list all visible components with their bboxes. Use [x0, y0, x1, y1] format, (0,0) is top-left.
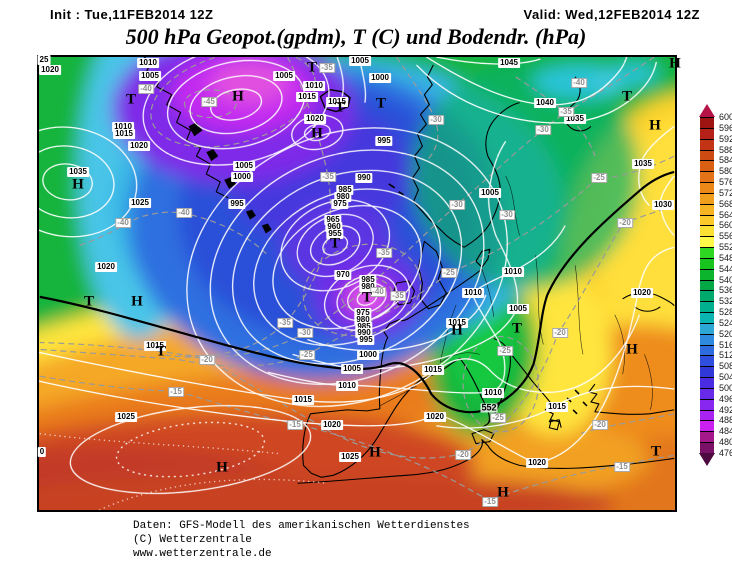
colorbar-tick-label: 560 [719, 220, 732, 230]
colorbar-tick-label: 528 [719, 307, 732, 317]
colorbar-tick-label: 508 [719, 361, 732, 371]
colorbar-tick-label: 484 [719, 426, 732, 436]
colorbar-tick-label: 488 [719, 415, 732, 425]
colorbar-tick-label: 544 [719, 264, 732, 274]
colorbar-tick-label: 600 [719, 112, 732, 122]
colorbar-tick-label: 548 [719, 253, 732, 263]
colorbar-tick-label: 580 [719, 166, 732, 176]
colorbar-tick-label: 572 [719, 188, 732, 198]
init-time-label: Init : Tue,11FEB2014 12Z [50, 7, 213, 22]
colorbar-arrow-up [699, 104, 715, 117]
colorbar-tick-label: 584 [719, 155, 732, 165]
colorbar-tick-label: 524 [719, 318, 732, 328]
colorbar-tick-label: 540 [719, 275, 732, 285]
colorbar-arrow-down [699, 453, 715, 466]
colorbar-tick-label: 596 [719, 123, 732, 133]
colorbar-tick-label: 592 [719, 134, 732, 144]
footer-source: Daten: GFS-Modell des amerikanischen Wet… [133, 519, 470, 533]
colorbar-tick-label: 500 [719, 383, 732, 393]
colorbar-tick-label: 512 [719, 350, 732, 360]
colorbar-tick-label: 504 [719, 372, 732, 382]
colorbar-tick-label: 516 [719, 340, 732, 350]
colorbar-tick-label: 476 [719, 448, 732, 458]
valid-time-label: Valid: Wed,12FEB2014 12Z [524, 7, 701, 22]
colorbar-tick-label: 588 [719, 145, 732, 155]
colorbar-tick-label: 576 [719, 177, 732, 187]
colorbar-tick-label: 496 [719, 394, 732, 404]
weather-map [37, 55, 677, 512]
footer: Daten: GFS-Modell des amerikanischen Wet… [133, 519, 470, 561]
colorbar-tick-label: 532 [719, 296, 732, 306]
colorbar-tick-label: 568 [719, 199, 732, 209]
colorbar-tick-label: 536 [719, 285, 732, 295]
weather-chart-page: Init : Tue,11FEB2014 12Z Valid: Wed,12FE… [0, 0, 732, 565]
chart-title: 500 hPa Geopot.(gpdm), T (C) und Bodendr… [0, 24, 712, 50]
footer-copyright: (C) Wetterzentrale [133, 533, 470, 547]
weather-map-svg [39, 57, 675, 510]
footer-website: www.wetterzentrale.de [133, 547, 470, 561]
colorbar-tick-label: 480 [719, 437, 732, 447]
colorbar-tick-label: 492 [719, 405, 732, 415]
colorbar-tick-label: 556 [719, 231, 732, 241]
colorbar-tick-label: 564 [719, 210, 732, 220]
colorbar-tick-label: 520 [719, 329, 732, 339]
colorbar-tick-label: 552 [719, 242, 732, 252]
